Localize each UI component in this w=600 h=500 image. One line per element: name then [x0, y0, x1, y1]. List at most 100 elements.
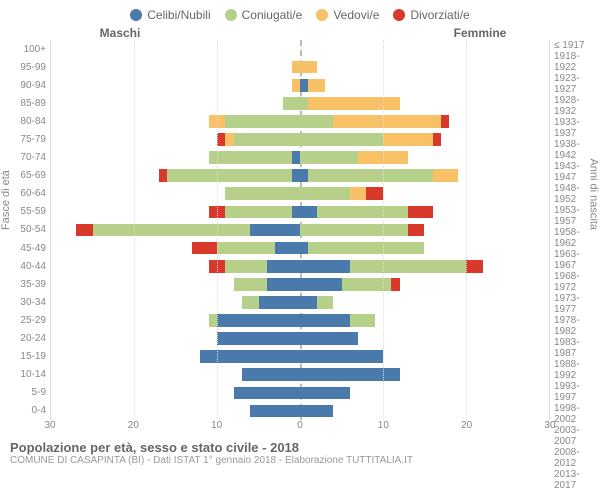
male-bar — [51, 169, 300, 182]
age-tick: 5-9 — [0, 384, 46, 402]
age-tick: 40-44 — [0, 257, 46, 275]
pyramid-row — [51, 239, 549, 257]
pyramid-row — [51, 130, 549, 148]
female-bar — [300, 169, 549, 182]
male-bar — [51, 368, 300, 381]
bar-segment — [300, 115, 333, 128]
bar-segment — [217, 332, 300, 345]
pyramid-row — [51, 149, 549, 167]
pyramid-row — [51, 402, 549, 420]
chart-title: Popolazione per età, sesso e stato civil… — [10, 440, 590, 455]
male-bar — [51, 187, 300, 200]
population-pyramid: Celibi/NubiliConiugati/eVedovi/eDivorzia… — [0, 0, 600, 500]
pyramid-row — [51, 40, 549, 58]
bar-segment — [350, 314, 375, 327]
x-axis: 3020100102030 — [50, 420, 550, 434]
male-bar — [51, 405, 300, 418]
legend: Celibi/NubiliConiugati/eVedovi/eDivorzia… — [0, 0, 600, 26]
bar-segment — [292, 169, 300, 182]
bar-segment — [300, 151, 358, 164]
male-bar — [51, 314, 300, 327]
birth-tick: 1988-1992 — [554, 359, 600, 381]
female-bar — [300, 133, 549, 146]
bar-segment — [225, 133, 233, 146]
pyramid-row — [51, 275, 549, 293]
y-axis-age: 100+95-9990-9485-8980-8475-7970-7465-696… — [0, 40, 50, 420]
grid-line — [217, 40, 218, 420]
x-tick: 10 — [378, 420, 389, 431]
bar-segment — [333, 115, 441, 128]
bar-segment — [225, 260, 267, 273]
bar-segment — [217, 314, 300, 327]
legend-item: Celibi/Nubili — [130, 8, 210, 22]
bar-segment — [292, 206, 300, 219]
bar-segment — [159, 169, 167, 182]
female-bar — [300, 61, 549, 74]
bar-segment — [250, 405, 300, 418]
grid-line — [466, 40, 467, 420]
bar-segment — [300, 224, 408, 237]
pyramid-row — [51, 311, 549, 329]
bar-segment — [300, 206, 317, 219]
bar-segment — [217, 133, 225, 146]
legend-swatch — [130, 9, 142, 21]
bar-segment — [300, 314, 350, 327]
bar-rows — [51, 40, 549, 420]
age-tick: 85-89 — [0, 94, 46, 112]
age-tick: 20-24 — [0, 330, 46, 348]
bar-segment — [300, 278, 342, 291]
bar-segment — [391, 278, 399, 291]
bar-segment — [250, 224, 300, 237]
bar-segment — [300, 187, 350, 200]
male-bar — [51, 278, 300, 291]
male-bar — [51, 242, 300, 255]
bar-segment — [308, 79, 325, 92]
female-bar — [300, 260, 549, 273]
x-tick: 10 — [211, 420, 222, 431]
bar-segment — [350, 187, 367, 200]
male-bar — [51, 79, 300, 92]
legend-label: Coniugati/e — [242, 8, 303, 22]
birth-tick: 1973-1977 — [554, 293, 600, 315]
bar-segment — [441, 115, 449, 128]
age-tick: 15-19 — [0, 348, 46, 366]
female-bar — [300, 296, 549, 309]
bar-segment — [225, 187, 300, 200]
bar-segment — [76, 224, 93, 237]
male-bar — [51, 387, 300, 400]
age-tick: 100+ — [0, 40, 46, 58]
bar-segment — [308, 97, 399, 110]
male-bar — [51, 206, 300, 219]
birth-tick: ≤ 1917 — [554, 40, 600, 51]
bar-segment — [234, 133, 300, 146]
bar-segment — [93, 224, 251, 237]
bar-segment — [317, 206, 408, 219]
bar-segment — [234, 278, 267, 291]
bar-segment — [308, 169, 433, 182]
header-males: Maschi — [0, 26, 300, 40]
pyramid-row — [51, 112, 549, 130]
birth-tick: 1918-1922 — [554, 51, 600, 73]
pyramid-row — [51, 221, 549, 239]
x-tick: 30 — [44, 420, 55, 431]
male-bar — [51, 43, 300, 56]
bar-segment — [225, 115, 300, 128]
bar-segment — [308, 242, 424, 255]
legend-label: Vedovi/e — [333, 8, 379, 22]
female-bar — [300, 206, 549, 219]
pyramid-row — [51, 94, 549, 112]
female-bar — [300, 151, 549, 164]
age-tick: 30-34 — [0, 293, 46, 311]
bar-segment — [300, 61, 317, 74]
male-bar — [51, 296, 300, 309]
pyramid-row — [51, 257, 549, 275]
female-bar — [300, 314, 549, 327]
female-bar — [300, 43, 549, 56]
bar-segment — [242, 296, 259, 309]
female-bar — [300, 350, 549, 363]
grid-line — [134, 40, 135, 420]
male-bar — [51, 61, 300, 74]
pyramid-row — [51, 330, 549, 348]
birth-tick: 2013-2017 — [554, 469, 600, 491]
bar-segment — [383, 133, 433, 146]
